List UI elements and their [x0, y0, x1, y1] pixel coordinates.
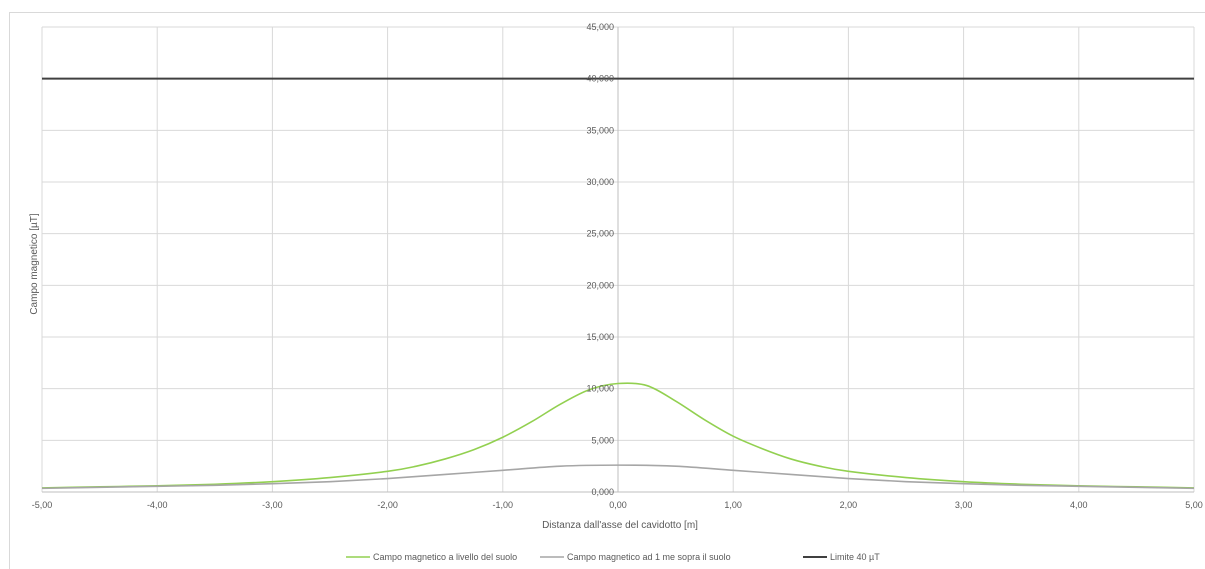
- y-tick-label: 5,000: [591, 435, 614, 445]
- legend-label: Limite 40 µT: [830, 552, 880, 562]
- y-tick-label: 25,000: [586, 229, 614, 239]
- y-tick-labels: 0,000 5,000 10,000 15,000 20,000 25,000 30,000…: [586, 22, 614, 497]
- y-axis-title: Campo magnetico [µT]: [29, 213, 40, 315]
- y-tick-label: 30,000: [586, 177, 614, 187]
- series-layer: [41, 77, 1195, 490]
- series-1m-above-ground: [41, 464, 1195, 490]
- y-tick-label: 35,000: [586, 125, 614, 135]
- legend-label: Campo magnetico ad 1 me sopra il suolo: [567, 552, 731, 562]
- x-tick-label: 1,00: [724, 500, 742, 510]
- x-tick-label: -5,00: [32, 500, 53, 510]
- grid: [41, 26, 1195, 493]
- x-tick-label: 3,00: [955, 500, 973, 510]
- series-ground-level: [41, 382, 1195, 489]
- x-tick-label: -3,00: [262, 500, 283, 510]
- x-tick-label: -1,00: [493, 500, 514, 510]
- y-tick-label: 40,000: [586, 74, 614, 84]
- x-axis-title: Distanza dall'asse del cavidotto [m]: [542, 520, 698, 531]
- legend-item-limit-40: Limite 40 µT: [803, 552, 880, 562]
- legend-item-ground-level: Campo magnetico a livello del suolo: [346, 552, 517, 562]
- x-tick-label: 5,00: [1185, 500, 1203, 510]
- legend: Campo magnetico a livello del suolo Campo…: [346, 552, 880, 562]
- y-tick-label: 20,000: [586, 280, 614, 290]
- legend-item-1m-above-ground: Campo magnetico ad 1 me sopra il suolo: [540, 552, 731, 562]
- x-tick-labels: -5,00 -4,00 -3,00 -2,00 -1,00 0,00 1,00 2,00 3,0…: [32, 500, 1203, 510]
- legend-label: Campo magnetico a livello del suolo: [373, 552, 517, 562]
- y-tick-label: 0,000: [591, 487, 614, 497]
- y-tick-label: 15,000: [586, 332, 614, 342]
- x-tick-label: 4,00: [1070, 500, 1088, 510]
- x-tick-label: 2,00: [840, 500, 858, 510]
- x-tick-label: -2,00: [377, 500, 398, 510]
- x-tick-label: -4,00: [147, 500, 168, 510]
- x-tick-label: 0,00: [609, 500, 627, 510]
- chart-frame: [9, 12, 1205, 569]
- y-tick-label: 45,000: [586, 22, 614, 32]
- y-tick-label: 10,000: [586, 384, 614, 394]
